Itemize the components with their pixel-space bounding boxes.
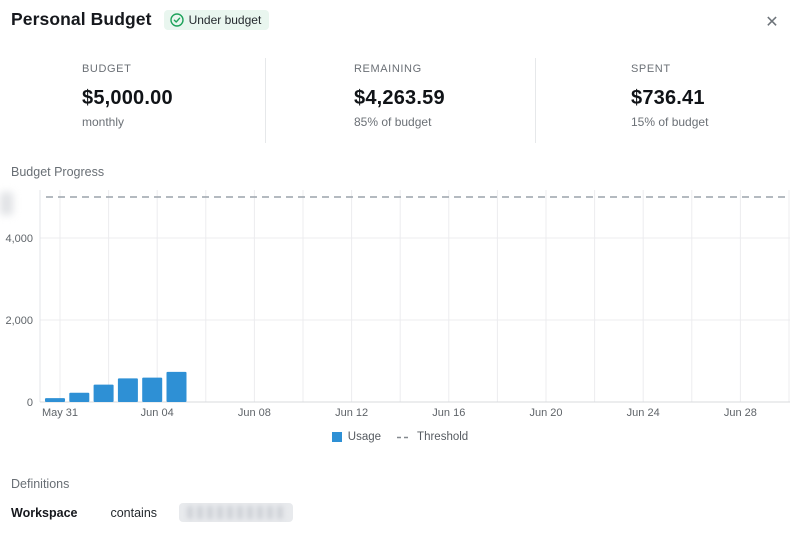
stat-spent: SPENT $736.41 15% of budget: [535, 58, 800, 143]
stat-spent-value: $736.41: [631, 87, 705, 109]
blurred-axis-artifact: [0, 192, 13, 215]
close-icon: ✕: [765, 14, 779, 31]
chart-legend: Usage Threshold: [0, 431, 800, 443]
threshold-dash-icon: [397, 431, 412, 443]
svg-text:Jun 08: Jun 08: [238, 407, 271, 419]
stat-remaining-sub: 85% of budget: [354, 115, 432, 129]
status-badge-label: Under budget: [188, 12, 262, 27]
svg-text:Jun 24: Jun 24: [627, 407, 660, 419]
definition-value-redacted: [179, 503, 294, 522]
page-title: Personal Budget: [11, 9, 152, 29]
check-circle-icon: [169, 12, 184, 27]
stat-spent-label: SPENT: [631, 63, 671, 75]
svg-text:Jun 28: Jun 28: [724, 407, 757, 419]
definition-operator: contains: [110, 505, 158, 520]
stat-budget: BUDGET $5,000.00 monthly: [0, 58, 265, 143]
definition-row: Workspace contains: [11, 503, 294, 522]
svg-text:0: 0: [27, 397, 33, 409]
svg-text:Jun 16: Jun 16: [432, 407, 465, 419]
legend-item-threshold: Threshold: [397, 431, 468, 443]
chart-section-title: Budget Progress: [11, 165, 105, 179]
legend-threshold-label: Threshold: [417, 431, 469, 443]
budget-progress-chart: 0 2,000 4,000 May 31 Jun 04 Jun 08 Jun 12 Jun 1…: [5, 190, 790, 419]
stat-remaining-value: $4,263.59: [354, 87, 445, 109]
svg-text:2,000: 2,000: [5, 315, 33, 327]
legend-usage-label: Usage: [347, 431, 382, 443]
definition-field: Workspace: [11, 505, 78, 520]
svg-text:Jun 12: Jun 12: [335, 407, 368, 419]
stat-budget-sub: monthly: [82, 115, 125, 129]
svg-text:Jun 04: Jun 04: [141, 407, 174, 419]
legend-item-usage: Usage: [331, 431, 382, 443]
stat-budget-value: $5,000.00: [82, 87, 173, 109]
stat-remaining: REMAINING $4,263.59 85% of budget: [265, 58, 535, 143]
stat-spent-sub: 15% of budget: [631, 115, 709, 129]
definitions-title: Definitions: [11, 477, 70, 491]
svg-text:4,000: 4,000: [5, 233, 33, 245]
usage-swatch-icon: [331, 432, 342, 442]
svg-text:Jun 20: Jun 20: [529, 407, 562, 419]
svg-text:May 31: May 31: [42, 407, 78, 419]
close-button[interactable]: ✕: [762, 12, 782, 32]
stats-row: BUDGET $5,000.00 monthly REMAINING $4,26…: [0, 58, 800, 143]
dialog-header: Personal Budget Under budget: [11, 9, 270, 30]
status-badge: Under budget: [163, 9, 270, 30]
stat-remaining-label: REMAINING: [354, 63, 422, 75]
stat-budget-label: BUDGET: [82, 63, 132, 75]
